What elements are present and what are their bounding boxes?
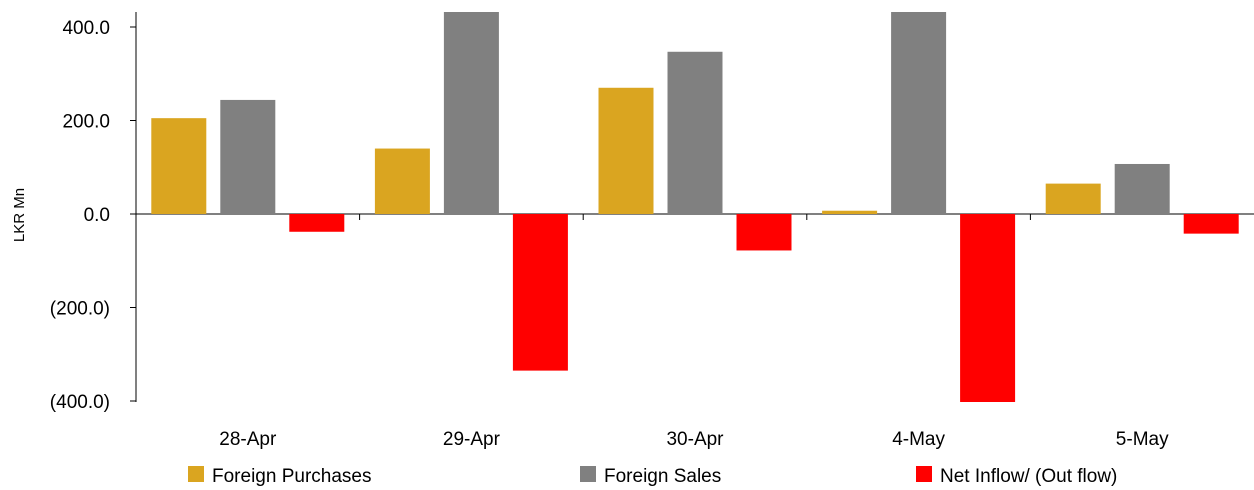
legend-label: Foreign Sales <box>604 466 721 487</box>
legend-swatch <box>580 466 596 482</box>
bar-foreign-purchases-30-apr <box>598 87 654 214</box>
bar-foreign-purchases-4-may <box>822 210 878 214</box>
x-tick-label: 29-Apr <box>443 429 501 450</box>
legend-item: Net Inflow/ (Out flow) <box>916 466 1117 487</box>
y-tick-label: (200.0) <box>50 299 110 320</box>
x-tick-label: 30-Apr <box>666 429 724 450</box>
legend: Foreign Purchases Foreign Sales Net Inflow… <box>188 466 1117 487</box>
bar-foreign-sales-5-may <box>1114 163 1170 214</box>
legend-label: Foreign Purchases <box>212 466 371 487</box>
bar-net-inflow-out-flow-29-apr <box>512 214 568 371</box>
x-tick-label: 28-Apr <box>219 429 277 450</box>
y-tick-label: 0.0 <box>84 205 110 226</box>
y-tick-label: 400.0 <box>62 18 110 39</box>
x-tick-label: 5-May <box>1116 429 1169 450</box>
y-tick-label: 200.0 <box>62 112 110 133</box>
bar-net-inflow-out-flow-30-apr <box>736 214 792 251</box>
bar-foreign-purchases-5-may <box>1045 183 1101 214</box>
bar-foreign-sales-29-apr <box>443 12 499 214</box>
legend-label: Net Inflow/ (Out flow) <box>940 466 1117 487</box>
bar-foreign-sales-30-apr <box>667 51 723 215</box>
bar-foreign-purchases-28-apr <box>151 118 207 214</box>
bar-net-inflow-out-flow-5-may <box>1183 214 1239 234</box>
legend-swatch <box>916 466 932 482</box>
y-tick-labels: 400.0 200.0 0.0 (200.0) (400.0) <box>50 18 110 413</box>
legend-item: Foreign Purchases <box>188 466 371 487</box>
y-axis-label: LKR Mn <box>11 188 28 242</box>
x-tick-label: 4-May <box>892 429 945 450</box>
bar-net-inflow-out-flow-4-may <box>960 214 1016 402</box>
x-tick-labels: 28-Apr 29-Apr 30-Apr 4-May 5-May <box>219 429 1169 450</box>
legend-swatch <box>188 466 204 482</box>
bars <box>151 12 1239 402</box>
legend-item: Foreign Sales <box>580 466 721 487</box>
bar-net-inflow-out-flow-28-apr <box>289 214 345 232</box>
bar-foreign-purchases-29-apr <box>374 148 430 214</box>
bar-foreign-sales-4-may <box>891 12 947 214</box>
bar-foreign-sales-28-apr <box>220 99 276 214</box>
y-tick-label: (400.0) <box>50 392 110 413</box>
